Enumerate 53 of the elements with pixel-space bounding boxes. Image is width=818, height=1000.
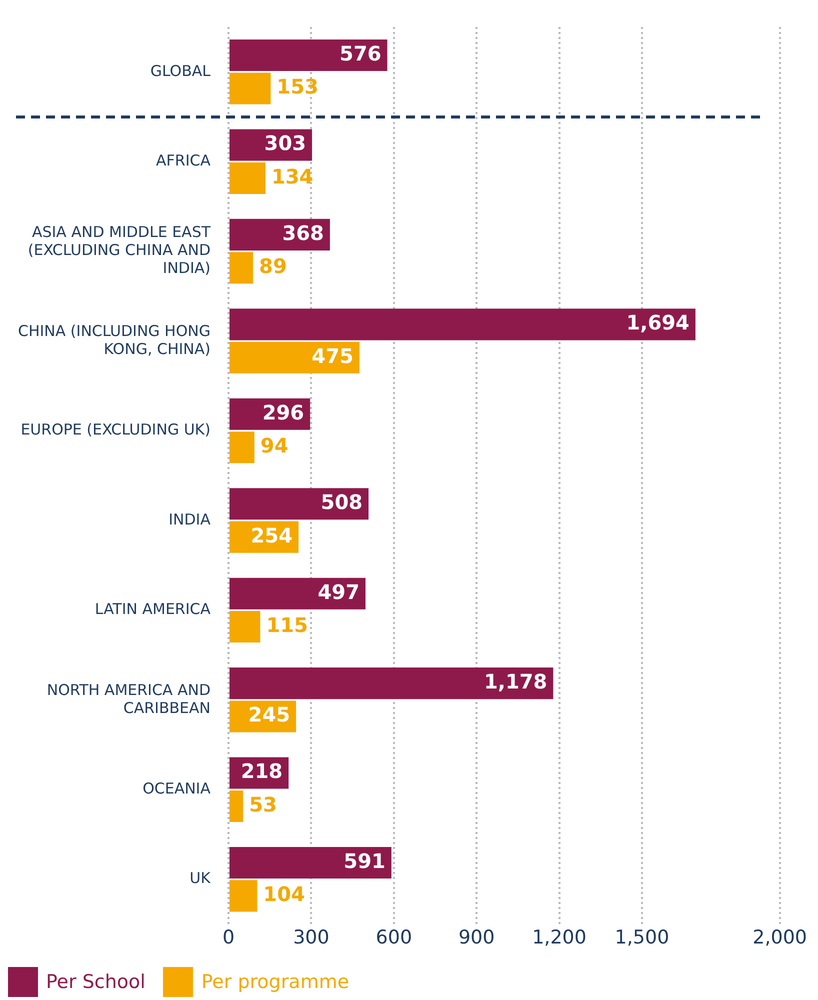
x-tick-label: 600	[376, 926, 412, 949]
bar	[230, 252, 254, 284]
y-tick-label: GLOBAL	[150, 62, 212, 80]
y-tick-label: UK	[190, 869, 212, 888]
data-label: 254	[250, 523, 293, 548]
data-label: 368	[282, 220, 324, 245]
y-tick-label: AFRICA	[156, 151, 212, 170]
data-label: 53	[249, 792, 277, 816]
legend-label: Per School	[46, 971, 146, 993]
x-tick-label: 1,500	[614, 926, 670, 949]
bar	[230, 162, 266, 194]
legend-label: Per programme	[201, 971, 350, 993]
data-label: 115	[266, 612, 308, 637]
bar	[230, 72, 271, 104]
data-label: 218	[240, 759, 283, 784]
bar	[230, 39, 388, 72]
data-label: 475	[312, 344, 354, 368]
x-tick-label: 2,000	[752, 926, 808, 949]
y-tick-label: OCEANIA	[142, 780, 212, 798]
x-tick-label: 0	[222, 926, 235, 949]
data-label: 576	[340, 41, 382, 66]
x-tick-label: 900	[458, 926, 495, 949]
data-label: 497	[318, 580, 360, 604]
data-label: 94	[260, 434, 288, 458]
x-tick-label: 300	[293, 926, 330, 949]
data-label: 89	[259, 254, 287, 278]
bar	[230, 578, 366, 610]
data-label: 134	[271, 164, 314, 188]
y-tick-label: INDIA	[168, 510, 212, 528]
bar	[230, 880, 258, 912]
data-label: 1,178	[484, 670, 548, 694]
data-label: 245	[248, 702, 290, 727]
y-tick-label: NORTH AMERICA AND CARIBBEAN	[46, 680, 210, 717]
bar	[230, 342, 360, 374]
data-label: 303	[264, 131, 306, 156]
bar	[230, 790, 244, 822]
y-tick-label: CHINA (INCLUDING HONG KONG, CHINA)	[18, 322, 210, 358]
bar	[230, 308, 696, 340]
y-tick-label: ASIA AND MIDDLE EAST (EXCLUDING CHINA AND INDIA)	[28, 223, 212, 278]
bar	[230, 846, 392, 879]
data-label: 1,694	[626, 310, 690, 335]
data-label: 104	[263, 882, 305, 906]
bar	[230, 611, 260, 643]
data-label: 296	[262, 400, 304, 424]
data-label: 508	[320, 490, 363, 514]
y-tick-label: LATIN AMERICA	[94, 600, 212, 618]
x-tick-label: 1,200	[532, 926, 586, 949]
bar	[230, 432, 254, 464]
data-label: 591	[344, 848, 386, 873]
data-label: 153	[276, 74, 318, 99]
bar	[230, 488, 369, 520]
bar	[230, 668, 554, 700]
y-tick-label: EUROPE (EXCLUDING UK)	[20, 420, 210, 439]
